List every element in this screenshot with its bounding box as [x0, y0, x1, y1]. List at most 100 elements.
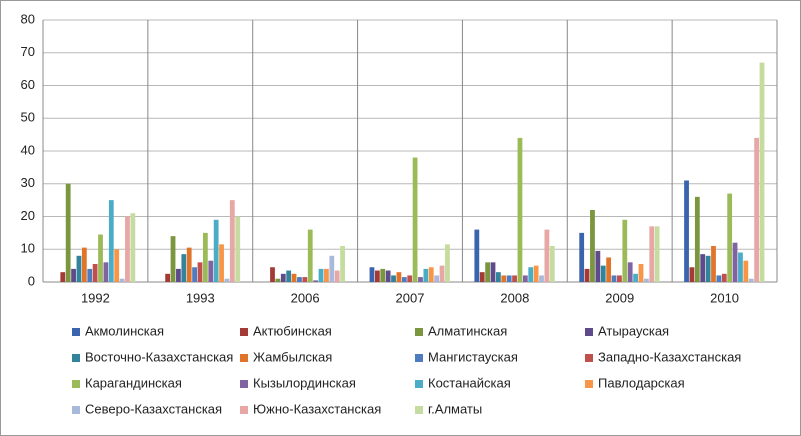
legend-label: Северо-Казахстанская — [85, 401, 222, 416]
bar — [71, 268, 76, 282]
bar — [544, 229, 550, 282]
bar — [186, 247, 192, 282]
legend-swatch — [415, 406, 423, 414]
legend-label: Атырауская — [598, 323, 669, 338]
bar — [748, 278, 754, 282]
bar — [87, 268, 93, 282]
bar — [590, 209, 595, 282]
bar — [711, 245, 716, 282]
bar — [213, 219, 219, 282]
y-tick-label: 30 — [21, 175, 35, 190]
bar — [418, 277, 423, 282]
bar — [401, 277, 407, 282]
bar — [108, 200, 114, 282]
bar — [329, 255, 335, 282]
bar — [522, 275, 528, 282]
bar — [700, 254, 706, 282]
bar — [302, 277, 308, 282]
x-tick-label: 2009 — [605, 290, 634, 305]
bar — [633, 273, 638, 282]
legend-label: Костанайская — [428, 375, 511, 390]
legend-label: Карагандинская — [85, 375, 182, 390]
legend-swatch — [240, 406, 248, 414]
bar — [103, 262, 109, 282]
legend-swatch — [72, 354, 80, 362]
bar — [291, 273, 297, 282]
bar — [689, 267, 695, 282]
bar — [684, 180, 689, 282]
legend-swatch — [585, 380, 593, 388]
legend-label: Западно-Казахстанская — [598, 349, 741, 364]
bar — [638, 263, 644, 282]
bar — [439, 265, 445, 282]
legend-label: Мангистауская — [428, 349, 518, 364]
x-tick-label: 1993 — [186, 290, 215, 305]
bar — [270, 267, 275, 282]
y-tick-label: 20 — [21, 208, 35, 223]
bar — [412, 157, 418, 282]
legend-swatch — [415, 354, 423, 362]
y-tick-label: 0 — [28, 273, 35, 288]
bar — [340, 245, 345, 282]
bar — [445, 244, 450, 282]
bar — [611, 275, 617, 282]
bar — [622, 219, 628, 282]
x-tick-label: 2010 — [710, 290, 739, 305]
bar — [119, 278, 125, 282]
bar — [517, 137, 523, 282]
bar — [428, 267, 434, 282]
bar — [643, 278, 649, 282]
bar — [219, 244, 224, 282]
legend-label: Кызылординская — [253, 375, 356, 390]
bar — [407, 275, 413, 282]
legend-swatch — [585, 354, 593, 362]
bar — [579, 232, 585, 282]
bar — [98, 234, 103, 282]
bar — [584, 268, 590, 282]
legend-label: Восточно-Казахстанская — [85, 349, 233, 364]
bar — [170, 236, 176, 282]
legend-label: Алматинская — [428, 323, 507, 338]
bar — [374, 270, 380, 282]
legend-swatch — [72, 380, 80, 388]
bar — [176, 268, 181, 282]
bar — [490, 262, 496, 282]
bar — [705, 255, 711, 282]
bar — [512, 275, 517, 282]
bar — [654, 226, 660, 282]
legend-label: Южно-Казахстанская — [253, 401, 381, 416]
bar — [549, 245, 555, 282]
x-tick-label: 2008 — [500, 290, 529, 305]
legend-label: г.Алматы — [428, 401, 482, 416]
legend-swatch — [415, 380, 423, 388]
bar — [743, 260, 749, 282]
bar — [501, 275, 507, 282]
bar — [297, 277, 302, 282]
bar — [208, 260, 214, 282]
bar — [732, 242, 738, 282]
bar — [474, 229, 480, 282]
bar — [495, 272, 501, 282]
bar — [727, 193, 733, 282]
bar — [307, 229, 313, 282]
bar — [165, 273, 171, 282]
bar — [60, 272, 66, 282]
bar — [280, 273, 286, 282]
legend-label: Актюбинская — [253, 323, 332, 338]
bar — [396, 272, 402, 282]
x-tick-label: 2006 — [291, 290, 320, 305]
bar — [76, 255, 82, 282]
bar — [275, 278, 281, 282]
bar — [202, 232, 208, 282]
bar — [224, 278, 230, 282]
bar — [539, 275, 544, 282]
bar — [81, 247, 87, 282]
legend-label: Павлодарская — [598, 375, 685, 390]
bar — [533, 265, 539, 282]
bar — [721, 273, 727, 282]
y-tick-label: 70 — [21, 44, 35, 59]
legend-swatch — [240, 328, 248, 336]
bar — [595, 250, 601, 282]
bar — [759, 62, 765, 283]
